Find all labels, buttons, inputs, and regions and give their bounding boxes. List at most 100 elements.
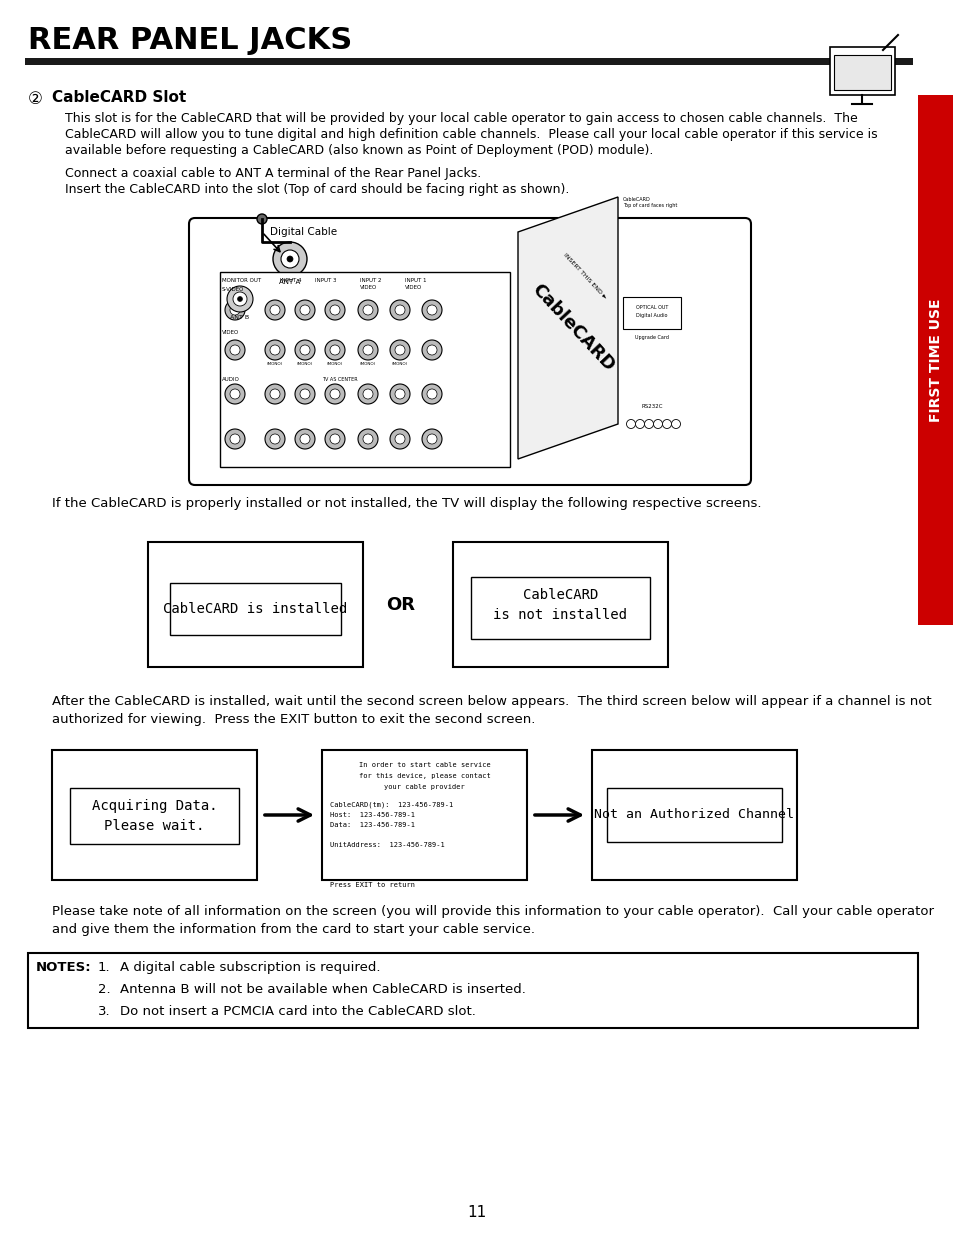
- Circle shape: [330, 433, 339, 445]
- Text: Press EXIT to return: Press EXIT to return: [330, 882, 415, 888]
- Bar: [453, 542, 667, 667]
- Bar: [70, 788, 239, 844]
- Circle shape: [395, 305, 405, 315]
- Circle shape: [270, 389, 280, 399]
- Circle shape: [265, 300, 285, 320]
- Text: S-VIDEO: S-VIDEO: [222, 287, 244, 291]
- Text: CableCARD
is not installed: CableCARD is not installed: [493, 588, 627, 622]
- Text: Connect a coaxial cable to ANT A terminal of the Rear Panel Jacks.: Connect a coaxial cable to ANT A termina…: [65, 167, 480, 180]
- Text: and give them the information from the card to start your cable service.: and give them the information from the c…: [52, 923, 535, 936]
- Text: Digital Audio: Digital Audio: [636, 312, 667, 317]
- Polygon shape: [517, 198, 618, 459]
- Circle shape: [421, 429, 441, 450]
- Text: available before requesting a CableCARD (also known as Point of Deployment (POD): available before requesting a CableCARD …: [65, 144, 653, 157]
- Text: A digital cable subscription is required.: A digital cable subscription is required…: [120, 961, 380, 974]
- Bar: [917, 95, 953, 625]
- Circle shape: [299, 433, 310, 445]
- Text: authorized for viewing.  Press the EXIT button to exit the second screen.: authorized for viewing. Press the EXIT b…: [52, 713, 535, 726]
- Text: VIDEO: VIDEO: [222, 330, 239, 335]
- Bar: [322, 750, 526, 881]
- Circle shape: [225, 300, 245, 320]
- Bar: [622, 296, 680, 329]
- Circle shape: [363, 389, 373, 399]
- Text: Data:  123-456-789-1: Data: 123-456-789-1: [330, 823, 415, 827]
- Text: This slot is for the CableCARD that will be provided by your local cable operato: This slot is for the CableCARD that will…: [65, 112, 857, 125]
- Circle shape: [427, 433, 436, 445]
- Circle shape: [363, 433, 373, 445]
- Circle shape: [325, 384, 345, 404]
- Circle shape: [357, 300, 377, 320]
- Circle shape: [294, 384, 314, 404]
- Text: Insert the CableCARD into the slot (Top of card should be facing right as shown): Insert the CableCARD into the slot (Top …: [65, 183, 569, 196]
- Text: Antenna B will not be available when CableCARD is inserted.: Antenna B will not be available when Cab…: [120, 983, 525, 995]
- Circle shape: [265, 429, 285, 450]
- Circle shape: [265, 384, 285, 404]
- Circle shape: [363, 345, 373, 354]
- Bar: [833, 56, 890, 90]
- Circle shape: [325, 340, 345, 359]
- Circle shape: [294, 340, 314, 359]
- Circle shape: [395, 389, 405, 399]
- Text: MONITOR OUT: MONITOR OUT: [222, 278, 261, 283]
- Text: (MONO): (MONO): [327, 362, 343, 366]
- Text: Host:  123-456-789-1: Host: 123-456-789-1: [330, 811, 415, 818]
- Text: Please take note of all information on the screen (you will provide this informa: Please take note of all information on t…: [52, 905, 933, 918]
- Bar: [606, 788, 781, 842]
- Bar: [829, 47, 894, 95]
- Text: ②: ②: [28, 90, 43, 107]
- Circle shape: [421, 300, 441, 320]
- Text: FIRST TIME USE: FIRST TIME USE: [928, 298, 942, 421]
- Circle shape: [256, 214, 267, 224]
- Text: ANT B: ANT B: [231, 315, 250, 320]
- FancyBboxPatch shape: [189, 219, 750, 485]
- Circle shape: [330, 389, 339, 399]
- Circle shape: [230, 345, 240, 354]
- Circle shape: [273, 242, 307, 275]
- Circle shape: [294, 300, 314, 320]
- Circle shape: [427, 389, 436, 399]
- Circle shape: [230, 433, 240, 445]
- Text: CableCARD will allow you to tune digital and high definition cable channels.  Pl: CableCARD will allow you to tune digital…: [65, 128, 877, 141]
- Circle shape: [390, 429, 410, 450]
- Text: AUDIO: AUDIO: [222, 377, 239, 382]
- Circle shape: [299, 345, 310, 354]
- Text: INSERT THIS END ►: INSERT THIS END ►: [562, 252, 607, 300]
- Text: INPUT 4: INPUT 4: [280, 278, 301, 283]
- Text: your cable provider: your cable provider: [384, 784, 464, 790]
- Circle shape: [299, 389, 310, 399]
- Text: OPTICAL OUT: OPTICAL OUT: [635, 305, 667, 310]
- Text: 1.: 1.: [98, 961, 111, 974]
- Circle shape: [230, 389, 240, 399]
- Circle shape: [225, 384, 245, 404]
- Text: OR: OR: [386, 595, 416, 614]
- Bar: [25, 58, 912, 65]
- Circle shape: [427, 345, 436, 354]
- Text: TV AS CENTER: TV AS CENTER: [322, 377, 357, 382]
- Circle shape: [270, 433, 280, 445]
- Circle shape: [395, 433, 405, 445]
- Circle shape: [287, 256, 293, 262]
- Circle shape: [653, 420, 661, 429]
- Text: If the CableCARD is properly installed or not installed, the TV will display the: If the CableCARD is properly installed o…: [52, 496, 760, 510]
- Text: (MONO): (MONO): [296, 362, 313, 366]
- Bar: [220, 272, 510, 467]
- Circle shape: [270, 345, 280, 354]
- Text: Not an Authorized Channel: Not an Authorized Channel: [594, 809, 794, 821]
- Text: (MONO): (MONO): [267, 362, 283, 366]
- Circle shape: [325, 429, 345, 450]
- Circle shape: [237, 296, 242, 301]
- Bar: [52, 750, 256, 881]
- Circle shape: [330, 345, 339, 354]
- Text: INPUT 1: INPUT 1: [405, 278, 426, 283]
- Text: REAR PANEL JACKS: REAR PANEL JACKS: [28, 26, 352, 56]
- Text: Digital Cable: Digital Cable: [270, 227, 336, 237]
- Bar: [28, 953, 917, 1028]
- Text: ANT A: ANT A: [279, 279, 300, 285]
- Text: 2.: 2.: [98, 983, 111, 995]
- Circle shape: [421, 384, 441, 404]
- Text: INPUT 3: INPUT 3: [314, 278, 336, 283]
- Text: In order to start cable service: In order to start cable service: [358, 762, 490, 768]
- Text: Acquiring Data.
Please wait.: Acquiring Data. Please wait.: [91, 799, 217, 834]
- Text: 3.: 3.: [98, 1005, 111, 1018]
- Circle shape: [233, 291, 247, 306]
